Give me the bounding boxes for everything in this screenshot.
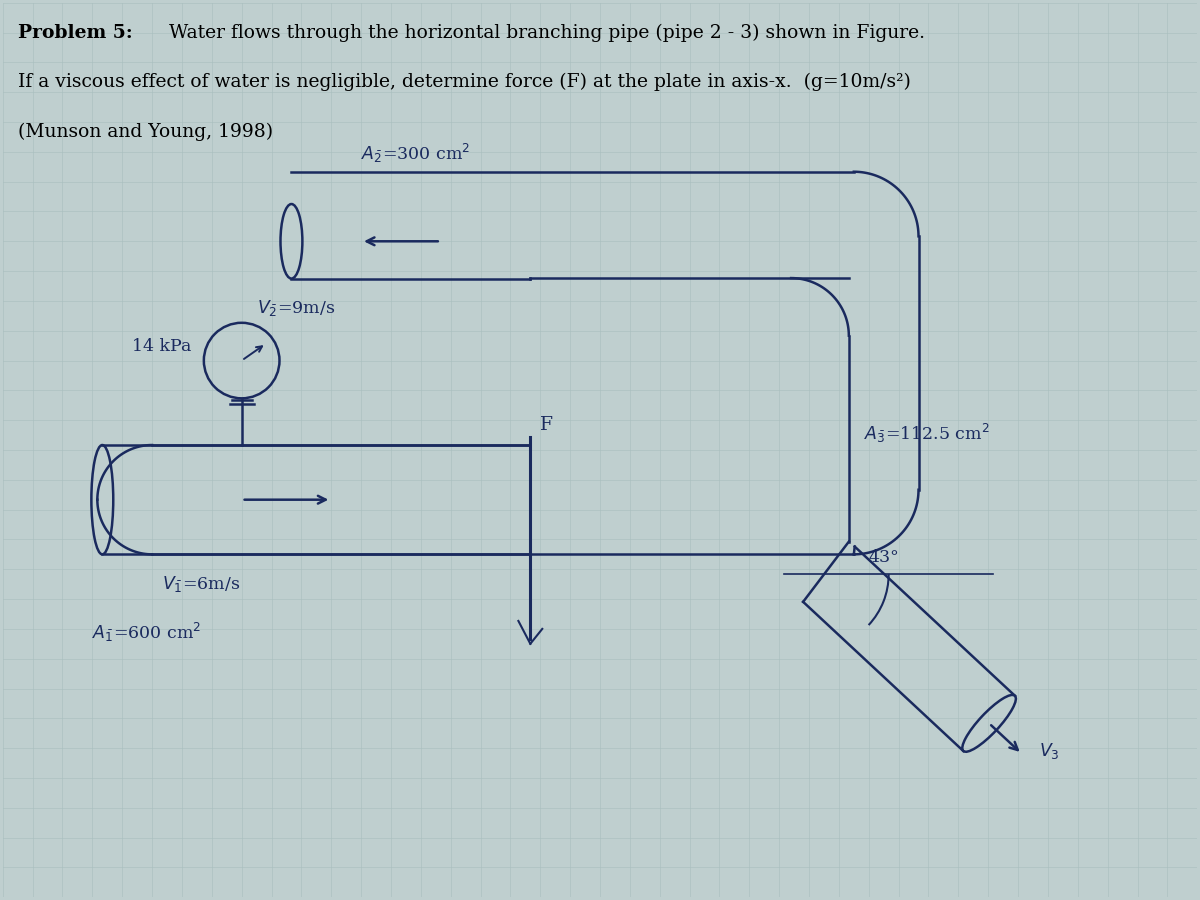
- Text: (Munson and Young, 1998): (Munson and Young, 1998): [18, 122, 272, 141]
- Text: If a viscous effect of water is negligible, determine force (F) at the plate in : If a viscous effect of water is negligib…: [18, 73, 911, 91]
- Text: Problem 5:: Problem 5:: [18, 23, 132, 41]
- Text: 43°: 43°: [869, 549, 900, 566]
- Text: Water flows through the horizontal branching pipe (pipe 2 - 3) shown in Figure.: Water flows through the horizontal branc…: [157, 23, 925, 41]
- Text: F: F: [540, 416, 553, 434]
- Text: $V_{\bar{2}}$=9m/s: $V_{\bar{2}}$=9m/s: [257, 298, 335, 319]
- Text: $A_{\bar{3}}$=112.5 cm$^2$: $A_{\bar{3}}$=112.5 cm$^2$: [864, 422, 990, 446]
- Text: 14 kPa: 14 kPa: [132, 338, 192, 355]
- Text: $V_{\bar{1}}$=6m/s: $V_{\bar{1}}$=6m/s: [162, 574, 240, 594]
- Text: $A_{\bar{2}}$=300 cm$^2$: $A_{\bar{2}}$=300 cm$^2$: [361, 141, 470, 165]
- Text: $V_3$: $V_3$: [1039, 741, 1060, 760]
- Text: $A_{\bar{1}}$=600 cm$^2$: $A_{\bar{1}}$=600 cm$^2$: [92, 621, 202, 644]
